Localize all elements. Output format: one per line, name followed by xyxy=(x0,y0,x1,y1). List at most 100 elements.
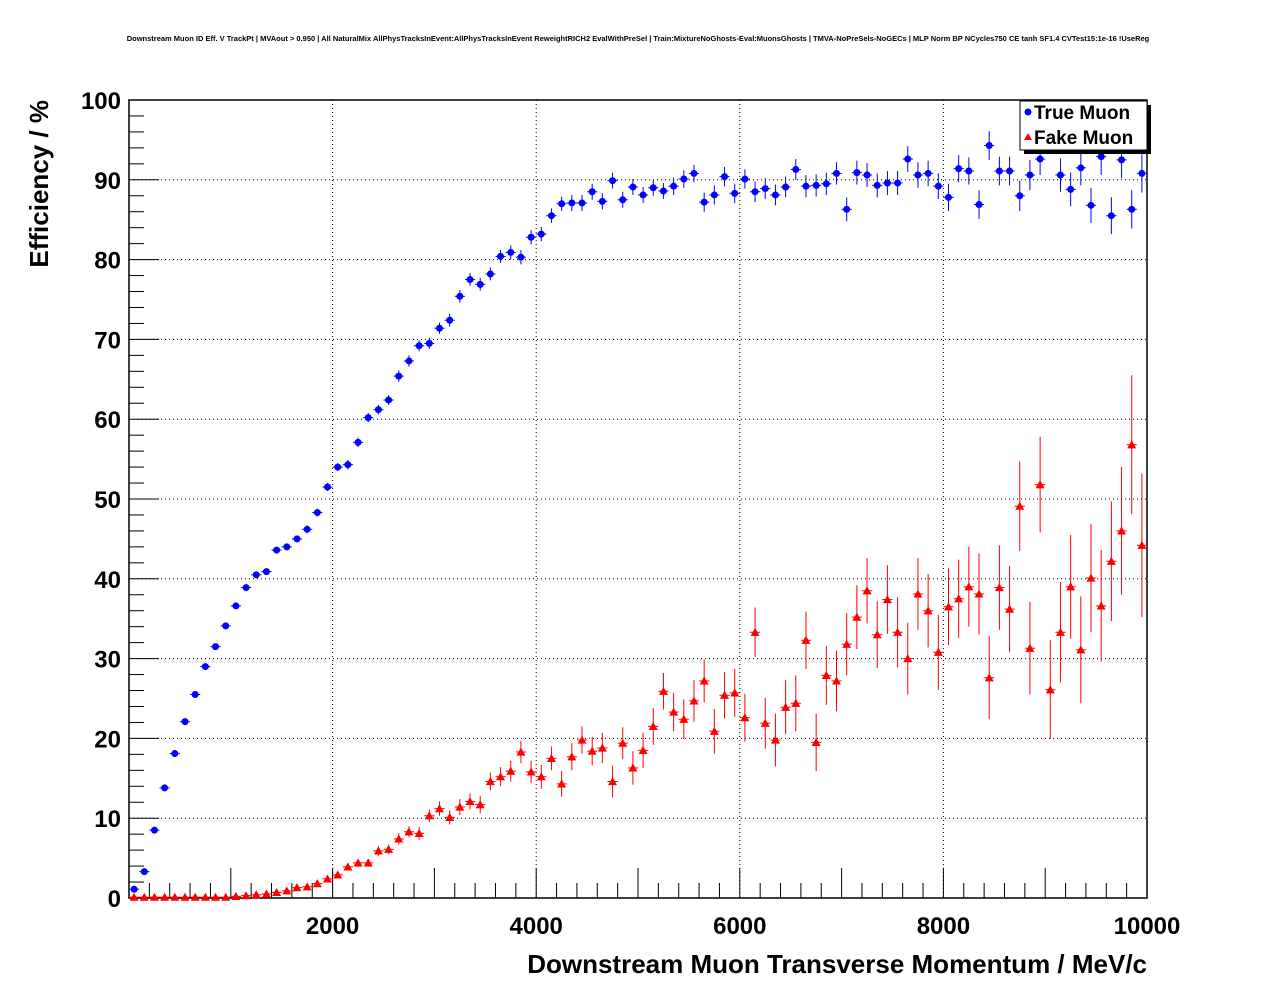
data-point xyxy=(751,188,759,196)
data-point xyxy=(740,713,750,722)
data-point xyxy=(1086,573,1096,582)
data-point xyxy=(690,169,698,177)
data-point xyxy=(975,201,983,209)
data-point xyxy=(333,870,343,879)
data-point xyxy=(709,726,719,735)
data-point xyxy=(894,179,902,187)
y-tick-label: 20 xyxy=(94,726,121,753)
data-point xyxy=(343,862,353,871)
data-point xyxy=(241,891,251,900)
x-tick-label: 4000 xyxy=(510,913,563,940)
data-point xyxy=(680,175,688,183)
data-point xyxy=(964,582,974,591)
data-point xyxy=(1015,501,1025,510)
data-point xyxy=(1128,205,1136,213)
y-axis-label: Efficiency / % xyxy=(24,100,54,268)
y-tick-label: 60 xyxy=(94,407,121,434)
data-point xyxy=(434,804,444,813)
data-point xyxy=(191,691,199,699)
data-point xyxy=(537,230,545,238)
y-tick-label: 0 xyxy=(108,886,121,913)
data-point xyxy=(629,183,637,191)
legend-box xyxy=(1019,100,1148,151)
data-point xyxy=(242,584,250,592)
data-point xyxy=(567,752,577,761)
data-point xyxy=(1076,645,1086,654)
series-fake-muon xyxy=(129,375,1147,901)
data-point xyxy=(597,743,607,752)
data-point xyxy=(781,702,791,711)
data-point xyxy=(843,205,851,213)
data-point xyxy=(1137,540,1147,549)
data-point xyxy=(689,696,699,705)
data-point xyxy=(1127,440,1137,449)
data-point xyxy=(150,826,158,834)
data-point xyxy=(373,846,383,855)
data-point xyxy=(994,583,1004,592)
data-point xyxy=(670,182,678,190)
data-point xyxy=(404,827,414,836)
data-point xyxy=(995,167,1003,175)
data-point xyxy=(211,892,221,901)
data-point xyxy=(802,182,810,190)
data-point xyxy=(476,280,484,288)
data-point xyxy=(506,766,516,775)
data-point xyxy=(852,612,862,621)
data-point xyxy=(1106,556,1116,565)
data-point xyxy=(139,892,149,901)
data-point xyxy=(863,171,871,179)
data-point xyxy=(618,738,628,747)
data-point xyxy=(363,858,373,867)
data-point xyxy=(425,339,433,347)
data-point xyxy=(485,776,495,786)
data-point xyxy=(353,858,363,867)
data-point xyxy=(486,270,494,278)
data-point xyxy=(313,509,321,517)
data-point xyxy=(731,189,739,197)
data-point xyxy=(354,438,362,446)
y-tick-label: 40 xyxy=(94,567,121,594)
data-point xyxy=(720,690,730,699)
x-tick-labels: 2000 4000 6000 8000 10000 xyxy=(306,913,1180,940)
y-tick-label: 90 xyxy=(94,168,121,195)
data-point xyxy=(1016,192,1024,200)
data-point xyxy=(445,812,455,822)
data-point xyxy=(201,663,209,671)
data-point xyxy=(261,889,271,898)
data-point xyxy=(324,483,332,491)
data-point xyxy=(465,796,475,806)
y-tick-label: 30 xyxy=(94,647,121,674)
data-point xyxy=(770,735,780,744)
data-point xyxy=(1096,601,1106,610)
data-point xyxy=(181,718,189,726)
x-tick-label: 2000 xyxy=(306,913,359,940)
data-point xyxy=(628,763,638,772)
data-point xyxy=(730,688,740,697)
data-point xyxy=(741,175,749,183)
data-point xyxy=(710,191,718,199)
data-point xyxy=(140,868,148,876)
data-point xyxy=(424,811,434,820)
legend-marker xyxy=(1024,133,1032,140)
data-point xyxy=(1077,164,1085,172)
data-point xyxy=(1087,201,1095,209)
data-point xyxy=(638,745,648,754)
data-point xyxy=(721,173,729,181)
data-point xyxy=(934,182,942,190)
legend-label: True Muon xyxy=(1034,103,1130,124)
data-point xyxy=(190,892,200,901)
y-tick-label: 70 xyxy=(94,327,121,354)
data-point xyxy=(395,372,403,380)
data-point xyxy=(170,892,180,901)
data-point xyxy=(334,463,342,471)
data-point xyxy=(1036,155,1044,163)
data-point xyxy=(130,885,138,893)
data-point xyxy=(526,767,536,776)
data-point xyxy=(385,396,393,404)
data-point xyxy=(577,735,587,744)
data-point xyxy=(933,647,943,656)
data-point xyxy=(446,316,454,324)
data-point xyxy=(129,892,139,901)
data-point xyxy=(557,779,567,788)
